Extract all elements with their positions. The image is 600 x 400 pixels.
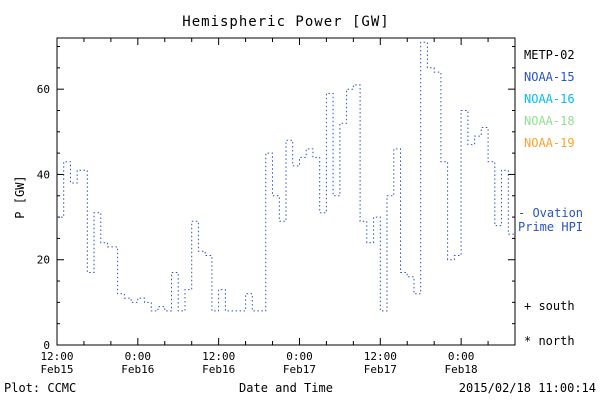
legend-item-noaa15: NOAA-15 — [524, 70, 575, 84]
svg-text:12:00: 12:00 — [202, 350, 235, 363]
ovation-annotation-line1: - Ovation — [518, 206, 584, 220]
svg-text:0:00: 0:00 — [448, 350, 475, 363]
legend-item-noaa19: NOAA-19 — [524, 136, 575, 150]
svg-text:60: 60 — [37, 83, 50, 96]
ovation-annotation-line2: Prime HPI — [518, 220, 584, 234]
legend-item-noaa18: NOAA-18 — [524, 114, 575, 128]
svg-text:Feb17: Feb17 — [283, 363, 316, 376]
svg-text:Feb18: Feb18 — [445, 363, 478, 376]
svg-text:Feb15: Feb15 — [40, 363, 73, 376]
svg-text:Feb17: Feb17 — [364, 363, 397, 376]
svg-text:0:00: 0:00 — [125, 350, 152, 363]
svg-text:0:00: 0:00 — [286, 350, 313, 363]
svg-text:Feb16: Feb16 — [121, 363, 154, 376]
svg-text:0: 0 — [43, 339, 50, 352]
svg-text:12:00: 12:00 — [40, 350, 73, 363]
svg-text:20: 20 — [37, 254, 50, 267]
svg-text:12:00: 12:00 — [364, 350, 397, 363]
chart-title: Hemispheric Power [GW] — [182, 14, 390, 30]
svg-text:40: 40 — [37, 168, 50, 181]
legend: METP-02 NOAA-15 NOAA-16 NOAA-18 NOAA-19 — [524, 44, 575, 154]
svg-text:Feb16: Feb16 — [202, 363, 235, 376]
legend-item-metp02: METP-02 — [524, 48, 575, 62]
ovation-annotation: - Ovation Prime HPI — [518, 206, 583, 234]
plot-source-label: Plot: CCMC — [4, 381, 77, 395]
south-marker-label: + south — [524, 299, 575, 313]
timestamp-label: 2015/02/18 11:00:14 — [458, 381, 596, 395]
legend-item-noaa16: NOAA-16 — [524, 92, 575, 106]
x-axis-title: Date and Time — [239, 381, 333, 395]
north-marker-label: * north — [524, 334, 575, 348]
